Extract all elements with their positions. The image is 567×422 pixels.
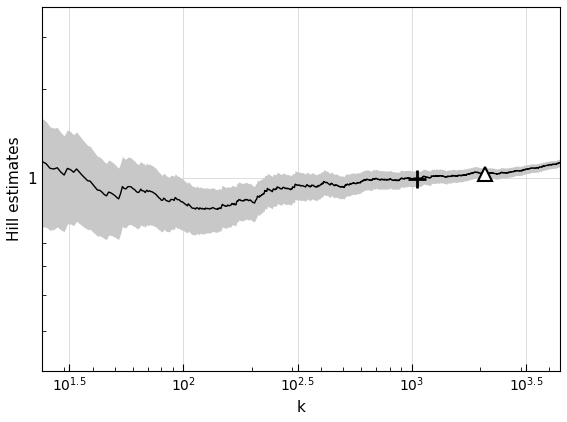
X-axis label: k: k: [297, 400, 306, 415]
Y-axis label: Hill estimates: Hill estimates: [7, 137, 22, 241]
